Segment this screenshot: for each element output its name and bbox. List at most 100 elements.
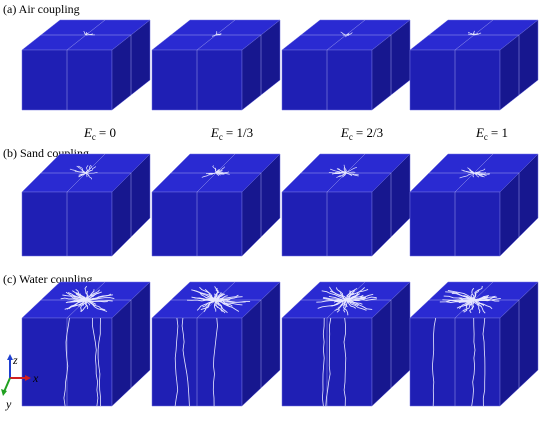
crack — [174, 317, 179, 407]
crack — [331, 172, 347, 175]
crack — [200, 299, 217, 311]
crack — [455, 299, 475, 302]
crack — [473, 285, 483, 301]
crack — [215, 172, 220, 176]
crack — [199, 293, 217, 301]
y-head — [1, 389, 7, 396]
y-arrow — [3, 377, 11, 393]
z-head — [7, 354, 13, 360]
crack — [447, 290, 475, 301]
specimen — [281, 19, 411, 111]
crack — [482, 317, 486, 407]
crack — [431, 317, 437, 407]
symbol: E — [210, 125, 219, 140]
crack — [473, 300, 481, 314]
z-label: z — [12, 353, 18, 367]
crack — [215, 291, 220, 301]
crack — [345, 172, 359, 176]
column-label: Ec = 2/3 — [340, 125, 383, 142]
specimen — [409, 153, 539, 257]
crack — [85, 293, 112, 301]
crack — [85, 299, 106, 311]
crack — [215, 169, 219, 174]
column-label: Ec = 1/3 — [210, 125, 253, 142]
symbol: E — [340, 125, 349, 140]
crack — [345, 166, 358, 174]
crack — [212, 317, 218, 407]
crack — [473, 168, 486, 174]
crack — [85, 173, 88, 178]
crack — [345, 293, 374, 301]
specimen — [21, 19, 151, 111]
crack — [343, 164, 347, 174]
column-label: Ec = 0 — [83, 125, 116, 142]
crack — [85, 33, 94, 36]
crack — [205, 172, 217, 174]
value: = 1/3 — [226, 125, 253, 140]
crack — [181, 317, 190, 407]
specimen — [409, 281, 539, 407]
crack — [63, 317, 70, 407]
specimen — [281, 153, 411, 257]
crack — [473, 172, 490, 175]
crack — [445, 291, 475, 301]
y-label: y — [5, 397, 12, 411]
crack — [321, 317, 325, 407]
crack — [329, 168, 347, 174]
crack — [337, 168, 347, 174]
crack — [472, 172, 475, 178]
crack — [343, 299, 349, 316]
crack — [325, 317, 332, 407]
crack — [84, 285, 89, 301]
crack — [468, 31, 475, 36]
column-label: Ec = 1 — [475, 125, 508, 142]
crack — [85, 299, 89, 310]
crack — [85, 297, 115, 301]
crack — [340, 31, 347, 36]
crack — [215, 292, 222, 301]
x-head — [25, 375, 31, 381]
symbol: E — [83, 125, 92, 140]
crack — [471, 317, 476, 407]
crack — [345, 299, 373, 310]
crack — [85, 172, 90, 177]
crack — [215, 299, 243, 306]
crack — [336, 172, 347, 178]
crack — [85, 299, 108, 312]
crack — [473, 32, 479, 36]
crack — [473, 32, 482, 36]
crack — [85, 289, 100, 301]
crack — [92, 317, 99, 407]
crack — [329, 286, 347, 301]
crack — [74, 170, 87, 174]
crack — [467, 167, 475, 174]
crack — [464, 299, 475, 307]
crack — [215, 299, 246, 303]
crack — [199, 286, 217, 301]
row-label: (a) Air coupling — [3, 2, 80, 16]
crack — [211, 34, 217, 37]
subscript: c — [484, 132, 488, 142]
crack — [468, 33, 475, 36]
crack — [191, 296, 217, 301]
specimen — [281, 281, 411, 407]
crack — [215, 166, 225, 174]
subscript: c — [92, 132, 96, 142]
crack — [186, 299, 217, 302]
crack — [473, 30, 475, 36]
subscript: c — [349, 132, 353, 142]
value: = 2/3 — [356, 125, 383, 140]
crack — [471, 287, 475, 301]
crack — [66, 299, 87, 310]
crack — [85, 172, 98, 174]
crack — [97, 317, 101, 406]
crack — [345, 33, 350, 36]
crack — [78, 172, 87, 176]
value: = 0 — [99, 125, 116, 140]
crack — [215, 299, 231, 308]
crack — [80, 299, 87, 312]
crack — [85, 295, 95, 301]
crack — [81, 170, 87, 174]
crack — [215, 299, 219, 309]
crack — [473, 172, 484, 178]
